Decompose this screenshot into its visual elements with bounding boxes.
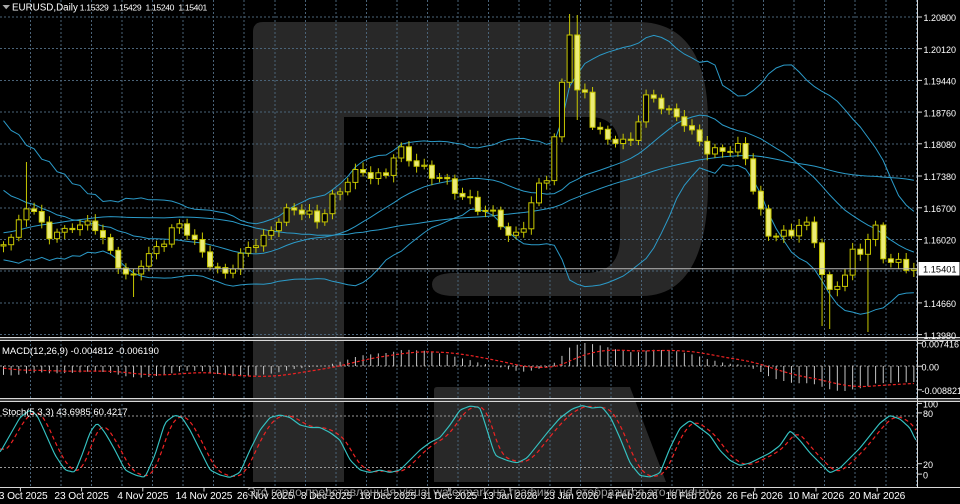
svg-text:4 Nov 2025: 4 Nov 2025 xyxy=(117,491,169,502)
svg-text:Stoch(5,3,3) 43.6985 60.4217: Stoch(5,3,3) 43.6985 60.4217 xyxy=(2,407,128,418)
svg-text:26 Nov 2025: 26 Nov 2025 xyxy=(237,491,294,502)
svg-text:0.00: 0.00 xyxy=(922,362,940,372)
svg-text:1.20800: 1.20800 xyxy=(924,13,957,23)
svg-text:1.13980: 1.13980 xyxy=(924,331,957,341)
svg-text:20 Mar 2026: 20 Mar 2026 xyxy=(849,491,906,502)
svg-text:1.15329 1.15429 1.15240 1.1540: 1.15329 1.15429 1.15240 1.15401 xyxy=(80,3,208,13)
svg-text:1.18760: 1.18760 xyxy=(924,108,957,118)
svg-text:26 Feb 2026: 26 Feb 2026 xyxy=(727,491,784,502)
svg-text:13 Oct 2025: 13 Oct 2025 xyxy=(0,491,48,502)
svg-text:1.15401: 1.15401 xyxy=(923,265,957,275)
svg-text:0: 0 xyxy=(923,470,928,480)
svg-text:EURUSD,Daily: EURUSD,Daily xyxy=(12,3,78,14)
svg-text:Это гордо представленная visua: Это гордо представленная visual watermar… xyxy=(247,485,715,499)
svg-text:1.16700: 1.16700 xyxy=(924,204,957,214)
svg-text:8 Dec 2025: 8 Dec 2025 xyxy=(301,491,353,502)
svg-text:1.16020: 1.16020 xyxy=(924,236,957,246)
svg-text:23 Oct 2025: 23 Oct 2025 xyxy=(54,491,109,502)
svg-text:14 Nov 2025: 14 Nov 2025 xyxy=(176,491,233,502)
svg-text:1.17380: 1.17380 xyxy=(924,172,957,182)
svg-text:-0.008821: -0.008821 xyxy=(922,386,960,396)
svg-text:31 Dec 2025: 31 Dec 2025 xyxy=(420,491,477,502)
svg-text:1.19440: 1.19440 xyxy=(924,77,957,87)
svg-text:80: 80 xyxy=(923,409,933,419)
svg-text:20: 20 xyxy=(923,460,933,470)
svg-text:MACD(12,26,9) -0.004812 -0.006: MACD(12,26,9) -0.004812 -0.006190 xyxy=(2,346,159,357)
svg-text:10 Mar 2026: 10 Mar 2026 xyxy=(788,491,845,502)
svg-text:1.18080: 1.18080 xyxy=(924,140,957,150)
svg-text:1.20120: 1.20120 xyxy=(924,45,957,55)
svg-text:18 Dec 2025: 18 Dec 2025 xyxy=(359,491,416,502)
svg-text:4 Feb 2026: 4 Feb 2026 xyxy=(607,491,658,502)
svg-text:1.14660: 1.14660 xyxy=(924,299,957,309)
svg-text:0.007416: 0.007416 xyxy=(922,339,960,349)
svg-text:16 Feb 2026: 16 Feb 2026 xyxy=(666,491,723,502)
svg-text:13 Jan 2026: 13 Jan 2026 xyxy=(483,491,538,502)
svg-text:23 Jan 2026: 23 Jan 2026 xyxy=(544,491,599,502)
svg-text:100: 100 xyxy=(923,400,938,410)
